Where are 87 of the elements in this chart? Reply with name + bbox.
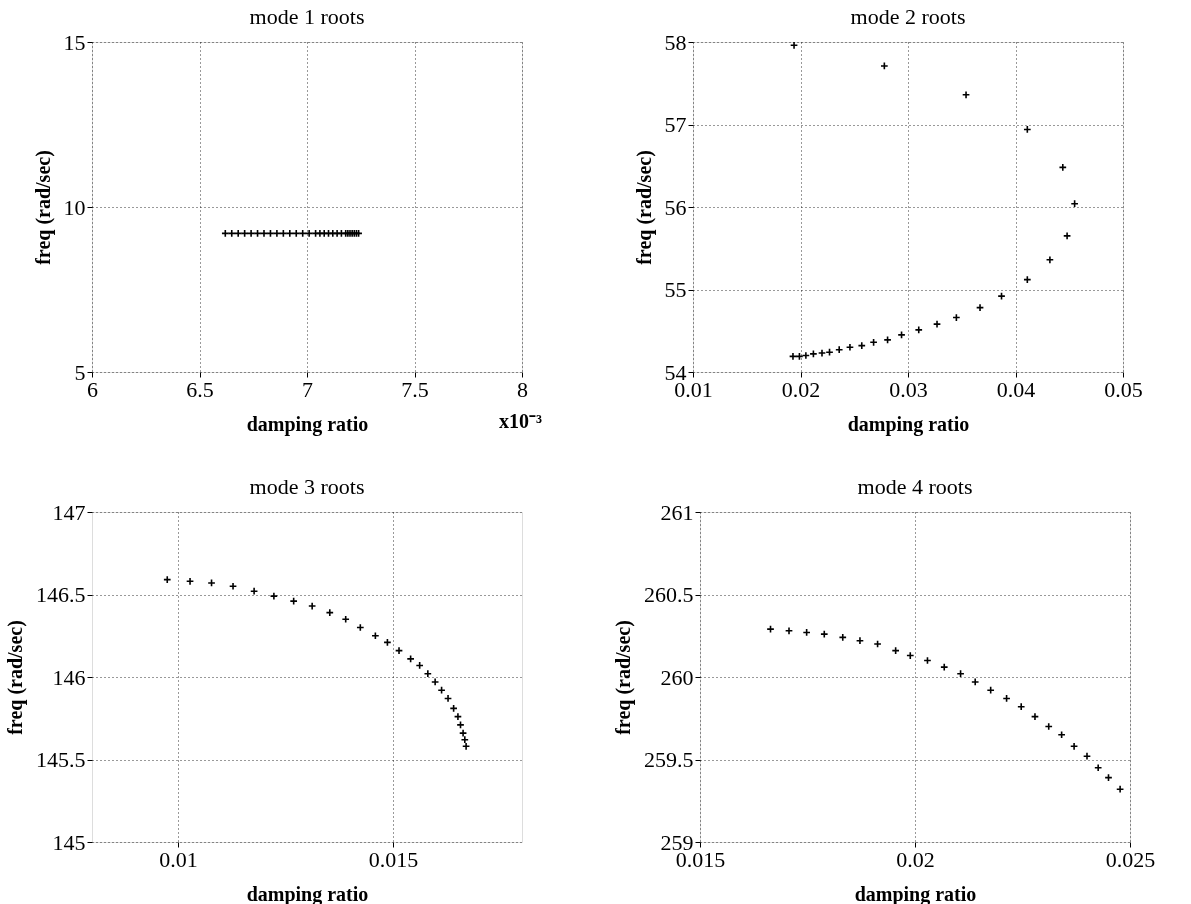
y-tick-label: 10 bbox=[63, 194, 86, 220]
chart-title: mode 1 roots bbox=[249, 4, 365, 29]
text: x10⁻³ bbox=[499, 410, 542, 432]
x-tick-label: 7.5 bbox=[401, 376, 429, 402]
y-tick-label: 57 bbox=[664, 112, 687, 137]
point bbox=[371, 631, 380, 640]
point bbox=[940, 662, 949, 672]
x-tick-label: 0.01 bbox=[159, 846, 198, 872]
chart-title: mode 3 roots bbox=[249, 474, 365, 499]
point bbox=[163, 575, 172, 584]
y-tick-label: 147 bbox=[52, 499, 86, 525]
point bbox=[883, 335, 892, 344]
point bbox=[869, 338, 878, 347]
y-tick-label: 146 bbox=[52, 664, 86, 690]
point bbox=[1057, 730, 1066, 739]
y-tick-label: 56 bbox=[664, 194, 687, 220]
x-axis-title: damping ratio bbox=[847, 412, 970, 436]
x-axis-title: damping ratio bbox=[246, 412, 369, 436]
point bbox=[817, 348, 827, 358]
point bbox=[971, 677, 980, 687]
x-tick-label: 8 bbox=[517, 376, 528, 402]
point bbox=[458, 728, 468, 738]
x-tick-label: 6.5 bbox=[186, 376, 214, 402]
chart-title: mode 2 roots bbox=[850, 4, 966, 29]
y-axis-title: freq (rad/sec) bbox=[612, 620, 635, 735]
point bbox=[835, 345, 844, 354]
point bbox=[855, 636, 865, 645]
point bbox=[406, 654, 415, 663]
point bbox=[341, 615, 350, 624]
x-tick-label: 7 bbox=[302, 376, 313, 402]
x-tick-label: 0.02 bbox=[781, 376, 821, 402]
y-tick-label: 259.5 bbox=[644, 747, 694, 772]
point bbox=[423, 669, 432, 678]
point bbox=[784, 626, 794, 635]
y-tick-label: 55 bbox=[664, 277, 687, 302]
point bbox=[906, 651, 915, 660]
x-tick-label: 0.02 bbox=[896, 846, 935, 872]
x-tick-label: 0.015 bbox=[368, 846, 419, 872]
point bbox=[1058, 163, 1067, 172]
chart-title: mode 4 roots bbox=[857, 474, 973, 499]
point bbox=[228, 582, 238, 591]
point bbox=[914, 325, 923, 335]
y-tick-label: 5 bbox=[74, 359, 86, 385]
y-axis-title: freq (rad/sec) bbox=[4, 620, 27, 735]
y-tick-label: 58 bbox=[664, 29, 687, 55]
y-axis-title: freq (rad/sec) bbox=[632, 150, 656, 265]
point bbox=[1045, 255, 1055, 264]
y-tick-label: 145 bbox=[52, 829, 86, 855]
point bbox=[789, 42, 799, 50]
x-tick-label: 0.05 bbox=[1104, 376, 1143, 402]
point bbox=[249, 587, 259, 596]
point bbox=[845, 343, 855, 352]
point bbox=[956, 669, 965, 678]
point bbox=[456, 720, 465, 729]
x-tick-label: 6 bbox=[87, 376, 98, 402]
x-tick-label: 0.025 bbox=[1105, 846, 1156, 872]
y-tick-label: 260.5 bbox=[644, 582, 694, 607]
point bbox=[857, 341, 866, 350]
point bbox=[1070, 199, 1079, 208]
x-tick-label: 0.03 bbox=[889, 376, 928, 402]
point bbox=[1044, 722, 1053, 731]
point bbox=[961, 90, 971, 99]
point bbox=[809, 349, 818, 358]
point bbox=[325, 608, 334, 617]
point bbox=[825, 348, 834, 357]
point bbox=[430, 677, 440, 687]
point bbox=[269, 592, 279, 601]
point bbox=[986, 686, 995, 695]
y-tick-label: 146.5 bbox=[36, 582, 86, 607]
point bbox=[932, 320, 942, 329]
y-tick-label: 261 bbox=[660, 499, 694, 525]
y-axis-title: freq (rad/sec) bbox=[31, 150, 55, 265]
x-tick-label: 0.04 bbox=[996, 376, 1036, 402]
point bbox=[460, 735, 469, 744]
point bbox=[766, 625, 775, 634]
y-tick-label: 15 bbox=[63, 29, 86, 55]
point bbox=[1062, 231, 1072, 241]
point bbox=[838, 633, 847, 642]
point bbox=[820, 629, 829, 639]
y-tick-label: 145.5 bbox=[36, 747, 86, 772]
y-tick-label: 260 bbox=[660, 664, 694, 690]
point bbox=[1115, 785, 1125, 794]
point bbox=[1094, 763, 1103, 772]
point bbox=[1017, 702, 1026, 711]
point bbox=[1082, 752, 1092, 761]
point bbox=[308, 601, 317, 611]
point bbox=[437, 686, 446, 695]
